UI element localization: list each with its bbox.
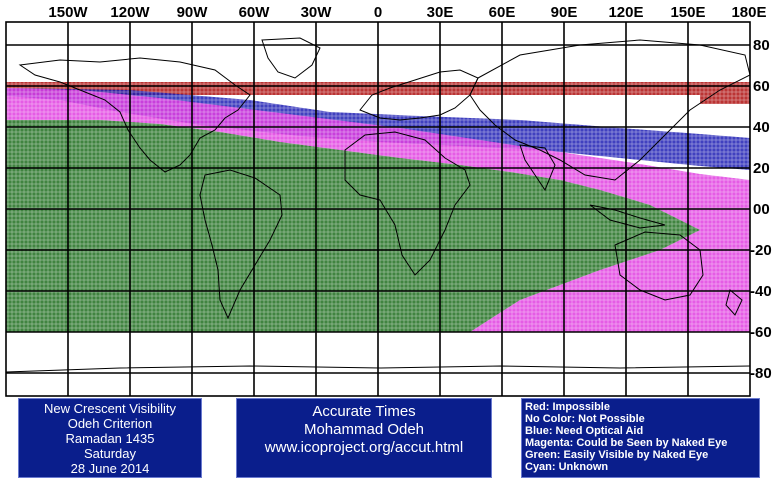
title-line: New Crescent Visibility	[44, 401, 176, 416]
lat-label: -60	[750, 324, 772, 341]
lon-label: 90E	[551, 4, 578, 21]
lon-label: 150E	[670, 4, 705, 21]
lon-label: 120E	[608, 4, 643, 21]
legend-item-blue: Blue: Need Optical Aid	[525, 425, 644, 437]
graticule	[5, 21, 751, 397]
date-line: 28 June 2014	[70, 461, 150, 476]
legend-item-red: Red: Impossible	[525, 401, 610, 413]
latitude-labels: 80 60 40 20 00 -20 -40 -60 -80	[750, 37, 772, 382]
lon-label: 30E	[427, 4, 454, 21]
credit-title: Accurate Times	[312, 403, 416, 420]
legend-item-magenta: Magenta: Could be Seen by Naked Eye	[525, 437, 728, 449]
lon-label: 180E	[731, 4, 766, 21]
lon-label: 0	[374, 4, 382, 21]
lat-label: -40	[750, 283, 772, 300]
lon-label: 30W	[301, 4, 333, 21]
lon-label: 60E	[489, 4, 516, 21]
author-name: Mohammad Odeh	[303, 421, 425, 438]
longitude-labels: 150W 120W 90W 60W 30W 0 30E 60E 90E 120E…	[48, 4, 766, 21]
lat-label: -20	[750, 242, 772, 259]
legend-item-cyan: Cyan: Unknown	[525, 461, 609, 473]
legend-item-green: Green: Easily Visible by Naked Eye	[525, 449, 709, 461]
legend-item-none: No Color: Not Possible	[525, 413, 645, 425]
lon-label: 90W	[177, 4, 209, 21]
lat-label: 40	[753, 119, 770, 136]
lon-label: 150W	[48, 4, 88, 21]
month-line: Ramadan 1435	[65, 431, 155, 446]
lon-label: 120W	[110, 4, 150, 21]
credit-box: Accurate Times Mohammad Odeh www.icoproj…	[236, 398, 492, 478]
lon-label: 60W	[239, 4, 271, 21]
legend-box: Red: Impossible No Color: Not Possible B…	[521, 398, 760, 478]
visibility-map: 150W 120W 90W 60W 30W 0 30E 60E 90E 120E…	[5, 4, 772, 397]
weekday-line: Saturday	[83, 446, 137, 461]
criterion-line: Odeh Criterion	[67, 416, 153, 431]
lat-label: -80	[750, 365, 772, 382]
website-link[interactable]: www.icoproject.org/accut.html	[264, 439, 464, 456]
lat-label: 20	[753, 160, 770, 177]
lat-label: 80	[753, 37, 770, 54]
title-box: New Crescent Visibility Odeh Criterion R…	[18, 398, 202, 478]
lat-label: 60	[753, 78, 770, 95]
lat-label: 00	[753, 201, 770, 218]
